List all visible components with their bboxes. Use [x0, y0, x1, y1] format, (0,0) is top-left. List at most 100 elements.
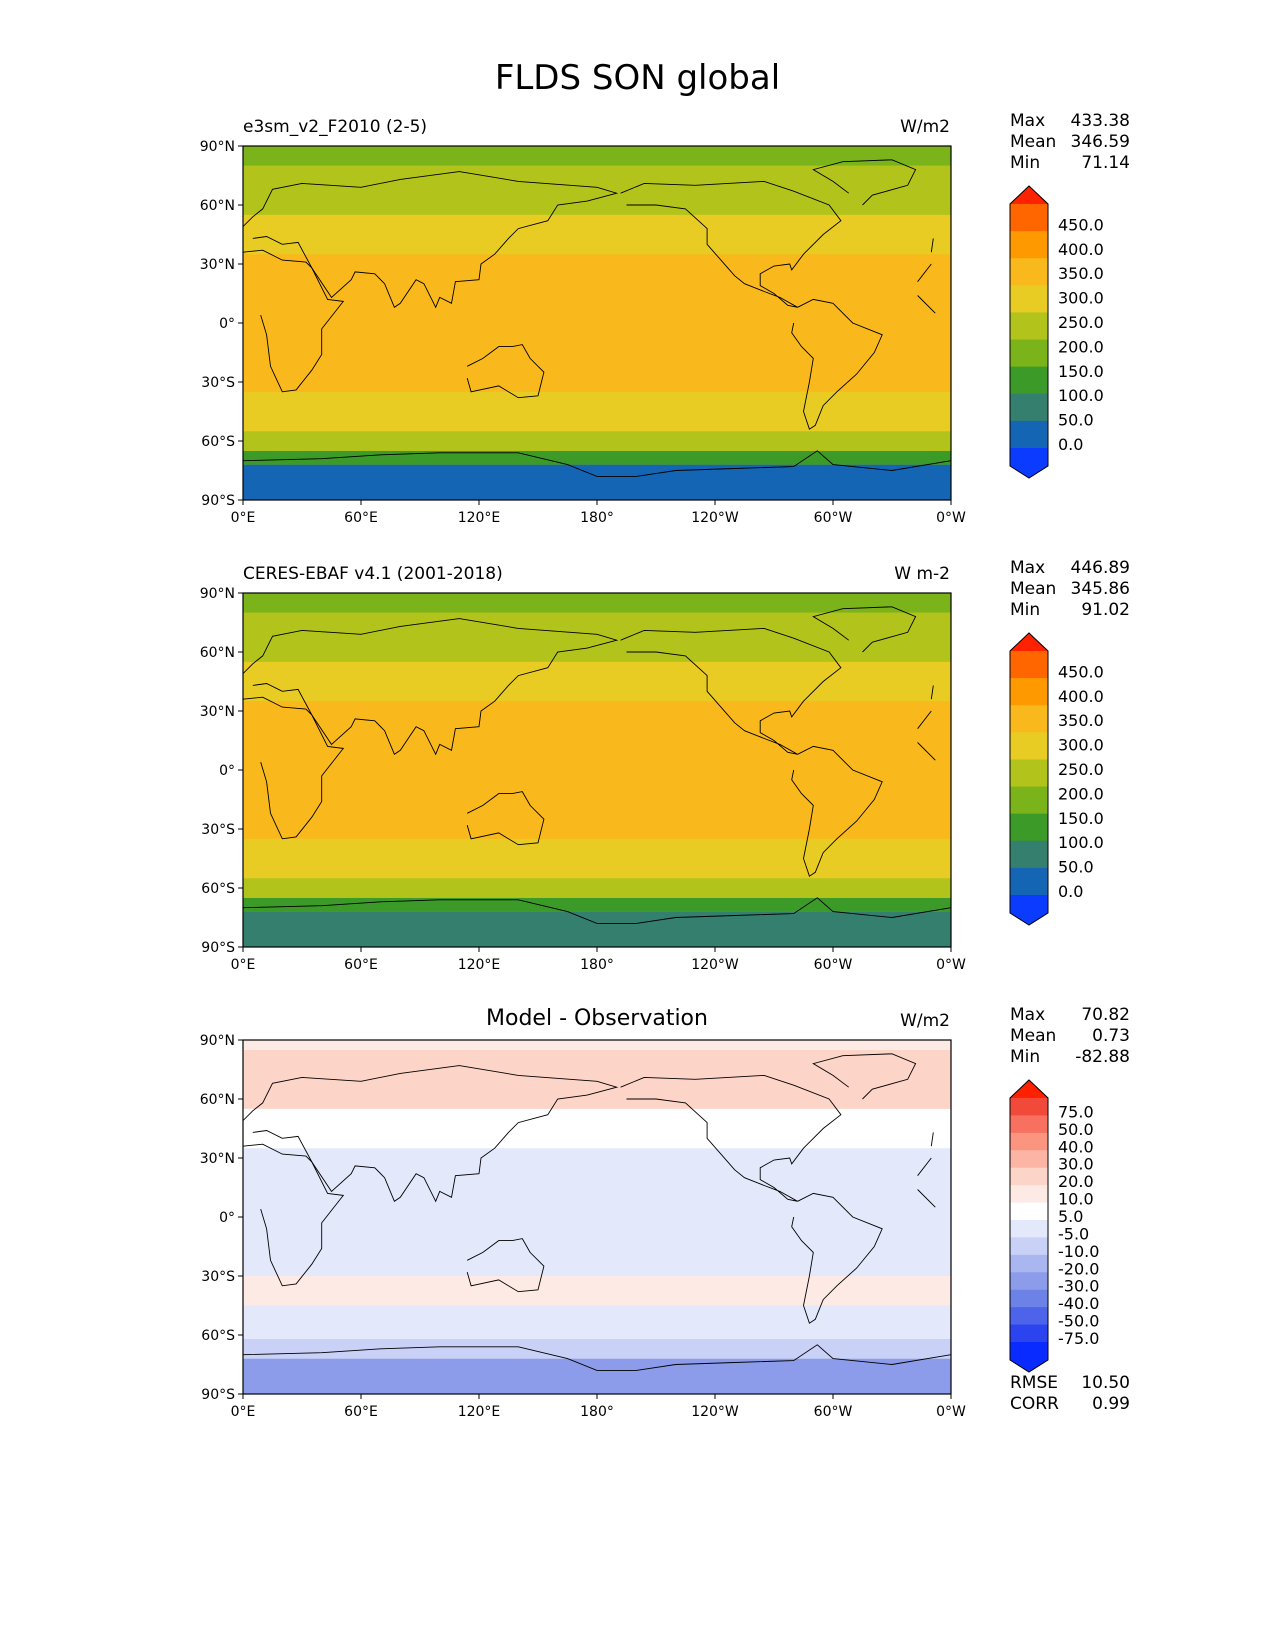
zonal-band-9	[243, 165, 951, 215]
colorbar-segment	[1010, 759, 1048, 788]
panel-3-units: W/m2	[900, 1011, 950, 1031]
colorbar-segment	[1010, 231, 1048, 259]
zonal-band-7	[243, 254, 951, 294]
colorbar-segment	[1010, 1289, 1048, 1308]
colorbar-tick-label: -20.0	[1058, 1259, 1099, 1278]
colorbar-3: 75.050.040.030.020.010.05.0-5.0-10.0-20.…	[1009, 1079, 1099, 1373]
colorbar-tick-label: 300.0	[1058, 289, 1104, 308]
coastline-4	[620, 1074, 842, 1202]
coastline-1	[243, 1143, 936, 1287]
panel-2-label: CERES-EBAF v4.1 (2001-2018)	[243, 564, 503, 584]
coastline-7	[243, 1344, 951, 1371]
zonal-band-7	[243, 701, 951, 741]
coastline-4	[620, 627, 842, 755]
lon-tick-label: 120°E	[458, 510, 501, 526]
colorbar-segment	[1010, 339, 1048, 368]
coastline-3	[466, 1238, 545, 1293]
lat-tick-label: 30°N	[200, 1151, 235, 1167]
colorbar-segment	[1010, 786, 1048, 815]
colorbar-tick-label: 40.0	[1058, 1137, 1094, 1156]
zonal-band-4	[243, 1276, 951, 1306]
colorbar-tick-label: 300.0	[1058, 736, 1104, 755]
colorbar-segment	[1010, 1132, 1048, 1151]
lat-tick-label: 60°N	[200, 1092, 235, 1108]
lon-tick-label: 0°E	[231, 510, 256, 526]
panel-3-min-value: -82.88	[1075, 1047, 1130, 1067]
colorbar-tick-label: 350.0	[1058, 264, 1104, 283]
lat-tick-label: 60°S	[201, 434, 235, 450]
colorbar-segment	[1010, 1272, 1048, 1291]
lon-tick-label: 120°W	[691, 957, 739, 973]
colorbar-segment	[1010, 420, 1048, 449]
panel-2-units: W m-2	[894, 564, 950, 584]
zonal-band-6	[243, 293, 951, 353]
lat-tick-label: 90°S	[201, 940, 235, 956]
lon-tick-label: 60°W	[814, 1404, 853, 1420]
colorbar-tick-label: 5.0	[1058, 1207, 1083, 1226]
colorbar-tick-label: 0.0	[1058, 435, 1083, 454]
lon-tick-label: 0°E	[231, 1404, 256, 1420]
colorbar-tick-label: 100.0	[1058, 833, 1104, 852]
colorbar-segment	[1010, 705, 1048, 733]
colorbar-segment	[1010, 678, 1048, 706]
colorbar-segment	[1010, 813, 1048, 842]
colorbar-tick-label: 150.0	[1058, 362, 1104, 381]
colorbar-tick-label: 150.0	[1058, 809, 1104, 828]
coastline-7	[243, 897, 951, 924]
colorbar-tick-label: 250.0	[1058, 313, 1104, 332]
panel-1-max-label: Max	[1010, 111, 1046, 131]
zonal-band-3	[243, 431, 951, 451]
colorbar-tick-label: 50.0	[1058, 858, 1094, 877]
panel-1-max-value: 433.38	[1070, 111, 1130, 131]
zonal-band-4	[243, 391, 951, 432]
colorbar-tick-label: 0.0	[1058, 882, 1083, 901]
lat-tick-label: 90°N	[200, 586, 235, 602]
coastline-4	[620, 180, 842, 308]
colorbar-tick-label: 100.0	[1058, 386, 1104, 405]
zonal-band-10	[243, 593, 951, 613]
colorbar-segment	[1010, 840, 1048, 869]
panel-3-rmse-label: RMSE	[1010, 1373, 1059, 1393]
lon-tick-label: 180°	[580, 957, 614, 973]
lon-tick-label: 60°E	[344, 1404, 378, 1420]
colorbar-segment	[1010, 1307, 1048, 1326]
colorbar-tick-label: -40.0	[1058, 1294, 1099, 1313]
coastline-6	[812, 1053, 917, 1100]
lat-tick-label: 30°N	[200, 704, 235, 720]
zonal-band-1	[243, 464, 951, 500]
zonal-band-10	[243, 146, 951, 166]
zonal-band-4	[243, 838, 951, 879]
lat-tick-label: 30°S	[201, 822, 235, 838]
colorbar-segment	[1010, 1324, 1048, 1343]
zonal-band-3	[243, 1305, 951, 1339]
zonal-band-8	[243, 214, 951, 255]
colorbar-segment	[1010, 1115, 1048, 1134]
panel-1-mean-value: 346.59	[1070, 132, 1130, 152]
panel-2-min-label: Min	[1010, 600, 1041, 620]
colorbar-outline	[1009, 1079, 1049, 1373]
map-panel-2: 90°N 60°N 30°N 0° 30°S 60°S 90°S0°E 60°E 120°E 18…	[200, 586, 966, 973]
lon-tick-label: 0°W	[936, 957, 966, 973]
lon-tick-label: 0°E	[231, 957, 256, 973]
colorbar-extend-bottom	[1010, 448, 1048, 478]
lon-tick-label: 60°E	[344, 957, 378, 973]
colorbar-segment	[1010, 393, 1048, 422]
colorbar-tick-label: -50.0	[1058, 1312, 1099, 1331]
colorbar-tick-label: 350.0	[1058, 711, 1104, 730]
lon-tick-label: 120°E	[458, 1404, 501, 1420]
coastline-3	[466, 791, 545, 846]
colorbar-tick-label: 200.0	[1058, 784, 1104, 803]
lat-tick-label: 0°	[219, 1210, 235, 1226]
colorbar-tick-label: 20.0	[1058, 1172, 1094, 1191]
colorbar-segment	[1010, 867, 1048, 896]
colorbar-segment	[1010, 366, 1048, 395]
lat-tick-label: 90°N	[200, 139, 235, 155]
lat-tick-label: 30°S	[201, 375, 235, 391]
panel-3-max-label: Max	[1010, 1005, 1046, 1025]
panel-3-title: Model - Observation	[486, 1006, 708, 1031]
colorbar-outline	[1009, 632, 1049, 926]
lat-tick-label: 90°N	[200, 1033, 235, 1049]
colorbar-segment	[1010, 1185, 1048, 1204]
panel-3-mean-value: 0.73	[1092, 1026, 1130, 1046]
